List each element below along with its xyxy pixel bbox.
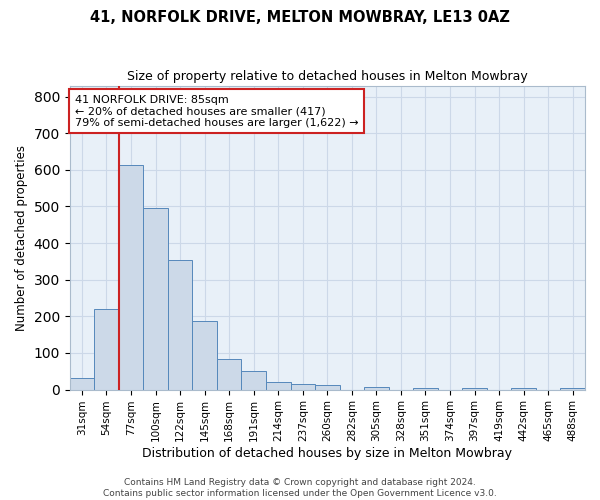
X-axis label: Distribution of detached houses by size in Melton Mowbray: Distribution of detached houses by size … [142,447,512,460]
Bar [413,388,438,390]
Bar [217,359,241,390]
Title: Size of property relative to detached houses in Melton Mowbray: Size of property relative to detached ho… [127,70,528,83]
Bar [560,388,585,390]
Bar [462,388,487,390]
Text: 41, NORFOLK DRIVE, MELTON MOWBRAY, LE13 0AZ: 41, NORFOLK DRIVE, MELTON MOWBRAY, LE13 … [90,10,510,25]
Bar [364,387,389,390]
Bar [143,208,168,390]
Bar [315,385,340,390]
Bar [168,260,193,390]
Bar [290,384,315,390]
Bar [70,378,94,390]
Bar [266,382,290,390]
Y-axis label: Number of detached properties: Number of detached properties [15,144,28,330]
Bar [94,309,119,390]
Text: 41 NORFOLK DRIVE: 85sqm
← 20% of detached houses are smaller (417)
79% of semi-d: 41 NORFOLK DRIVE: 85sqm ← 20% of detache… [75,94,358,128]
Bar [193,321,217,390]
Text: Contains HM Land Registry data © Crown copyright and database right 2024.
Contai: Contains HM Land Registry data © Crown c… [103,478,497,498]
Bar [511,388,536,390]
Bar [241,372,266,390]
Bar [119,166,143,390]
